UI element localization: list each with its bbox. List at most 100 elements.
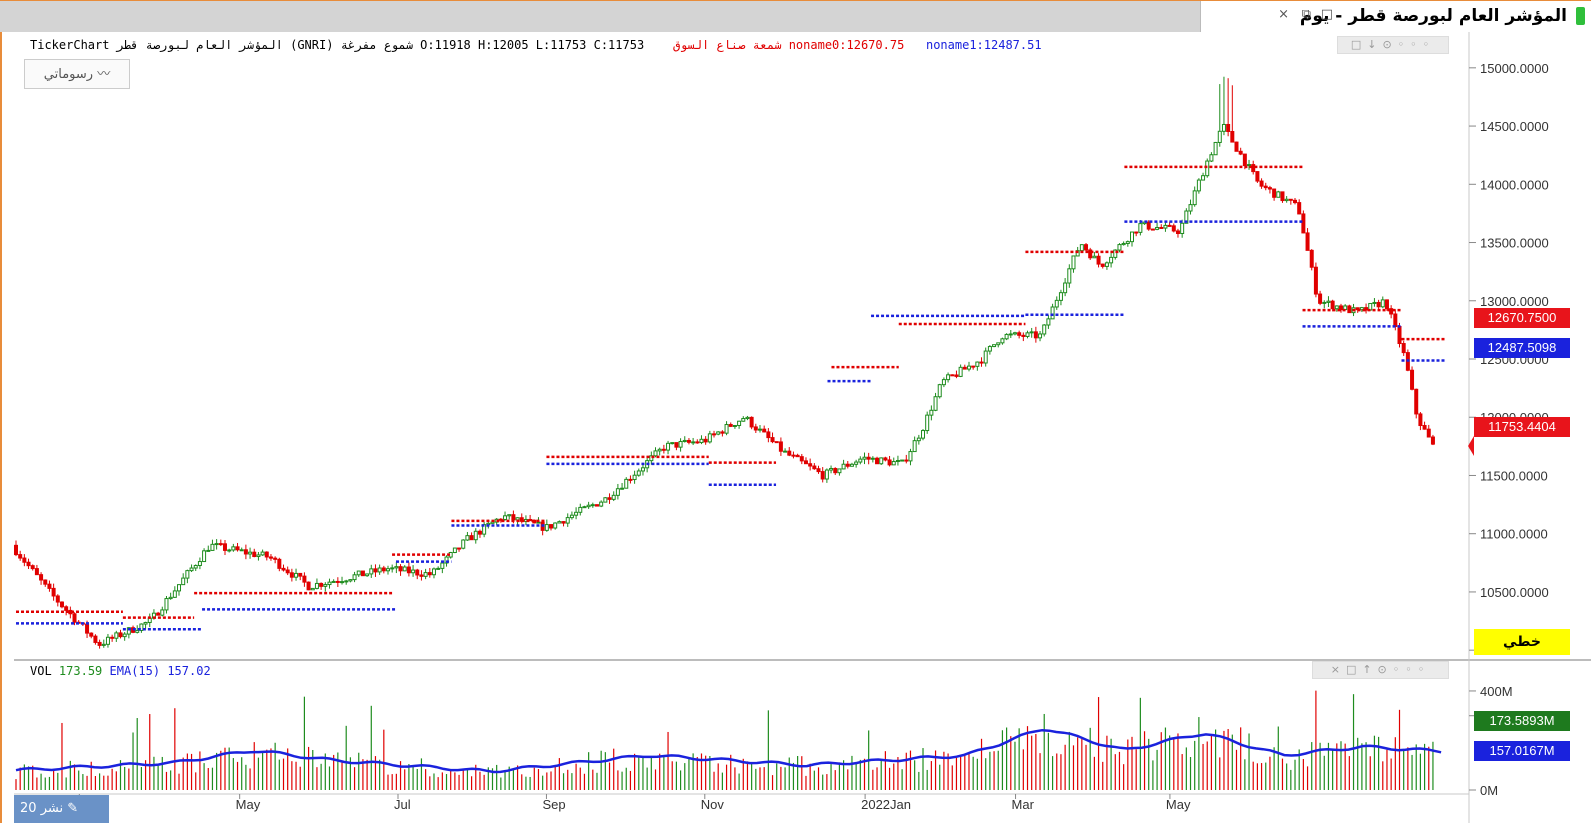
candle-body bbox=[787, 450, 792, 456]
candle-body bbox=[511, 514, 516, 521]
candle-body bbox=[1226, 123, 1231, 132]
close-icon[interactable]: × bbox=[1278, 7, 1289, 22]
candle-body bbox=[281, 567, 286, 571]
candle-body bbox=[1067, 268, 1072, 284]
candle-body bbox=[808, 463, 813, 467]
candle-body bbox=[712, 433, 717, 436]
candle-body bbox=[975, 361, 980, 367]
candle-body bbox=[319, 582, 324, 587]
price-panel-toolbar[interactable]: □↓⊙◦◦◦ bbox=[1337, 36, 1449, 54]
candle-body bbox=[741, 418, 746, 422]
volume-y-tick-label: 400M bbox=[1480, 684, 1513, 699]
candle-body bbox=[331, 580, 336, 583]
candle-body bbox=[620, 487, 625, 490]
my-drawings-button[interactable]: رسوماتي 〰 bbox=[24, 59, 130, 89]
candle-body bbox=[256, 554, 261, 558]
candle-body bbox=[1096, 255, 1101, 265]
candle-body bbox=[569, 514, 574, 519]
volume-panel-toolbar[interactable]: ×□↑⊙◦◦◦ bbox=[1312, 661, 1449, 679]
candle-body bbox=[1025, 332, 1030, 337]
candle-body bbox=[1033, 331, 1038, 339]
candle-body bbox=[925, 414, 930, 432]
candle-body bbox=[971, 365, 976, 368]
candle-body bbox=[1338, 305, 1343, 311]
candle-body bbox=[553, 522, 558, 529]
candle-body bbox=[1213, 141, 1218, 156]
candle-body bbox=[268, 556, 273, 559]
candle-body bbox=[1376, 301, 1381, 308]
candle-body bbox=[214, 543, 219, 546]
candle-body bbox=[1000, 338, 1005, 344]
candle-body bbox=[135, 629, 140, 633]
candle-body bbox=[1238, 150, 1243, 155]
window-title: المؤشر العام لبورصة قطر - يوم bbox=[1299, 6, 1567, 26]
restore-icon[interactable]: □ bbox=[1320, 7, 1333, 22]
candle-body bbox=[381, 567, 386, 572]
candle-body bbox=[783, 450, 788, 453]
candle-body bbox=[277, 558, 282, 569]
candle-body bbox=[891, 461, 896, 466]
candle-body bbox=[1251, 164, 1256, 173]
candle-body bbox=[670, 442, 675, 445]
candle-body bbox=[177, 584, 182, 592]
info-low: L:11753 bbox=[535, 38, 587, 52]
candle-body bbox=[870, 457, 875, 460]
candle-body bbox=[666, 442, 671, 451]
blue-level-tag: 12487.5098 bbox=[1474, 338, 1570, 358]
candle-body bbox=[1364, 307, 1369, 311]
candle-body bbox=[544, 524, 549, 531]
candle-body bbox=[440, 562, 445, 569]
candle-body bbox=[373, 568, 378, 573]
candle-body bbox=[105, 636, 110, 645]
candle-body bbox=[695, 441, 700, 444]
candle-body bbox=[1021, 334, 1026, 337]
candle-body bbox=[1167, 224, 1172, 227]
candle-body bbox=[1184, 210, 1189, 224]
float-icon[interactable]: ⧉ bbox=[1301, 7, 1311, 22]
candle-body bbox=[1113, 249, 1118, 258]
candle-body bbox=[912, 440, 917, 453]
chart-tab[interactable]: المؤشر العام لبورصة قطر - يوم □ ⧉ × bbox=[1200, 1, 1591, 32]
candle-body bbox=[1422, 425, 1427, 430]
candle-body bbox=[962, 366, 967, 370]
window-titlebar: المؤشر العام لبورصة قطر - يوم □ ⧉ × bbox=[0, 0, 1591, 32]
candle-body bbox=[172, 590, 177, 598]
candle-body bbox=[607, 497, 612, 500]
candle-body bbox=[582, 506, 587, 509]
candle-body bbox=[1109, 256, 1114, 264]
candle-body bbox=[1205, 160, 1210, 177]
candle-body bbox=[306, 581, 311, 591]
candle-body bbox=[1088, 249, 1093, 259]
candle-body bbox=[824, 469, 829, 480]
candle-body bbox=[1104, 262, 1109, 267]
candle-body bbox=[222, 543, 227, 551]
candle-body bbox=[674, 442, 679, 448]
candle-body bbox=[360, 570, 365, 577]
candle-body bbox=[1079, 244, 1084, 252]
candle-body bbox=[1100, 263, 1105, 267]
candle-body bbox=[1054, 299, 1059, 308]
candle-body bbox=[657, 448, 662, 452]
candle-body bbox=[636, 470, 641, 476]
candle-body bbox=[1359, 307, 1364, 311]
candle-body bbox=[122, 633, 127, 638]
candle-body bbox=[753, 426, 758, 431]
corner-publish-button[interactable]: 20 نشر ✎ bbox=[14, 795, 109, 823]
x-tick-label: Sep bbox=[542, 797, 565, 812]
price-y-tick-label: 13500.0000 bbox=[1480, 236, 1549, 251]
candle-body bbox=[457, 547, 462, 550]
candle-body bbox=[1334, 305, 1339, 310]
line-mode-tag[interactable]: خطي bbox=[1474, 629, 1570, 655]
candle-body bbox=[958, 366, 963, 377]
candle-body bbox=[1414, 388, 1419, 415]
candle-body bbox=[114, 632, 119, 639]
candle-body bbox=[640, 467, 645, 472]
candle-body bbox=[1146, 221, 1151, 230]
candle-body bbox=[996, 342, 1001, 346]
candle-body bbox=[720, 431, 725, 434]
candle-body bbox=[1084, 244, 1089, 251]
candle-body bbox=[1125, 241, 1130, 244]
candle-body bbox=[168, 596, 173, 600]
candle-body bbox=[1171, 225, 1176, 232]
